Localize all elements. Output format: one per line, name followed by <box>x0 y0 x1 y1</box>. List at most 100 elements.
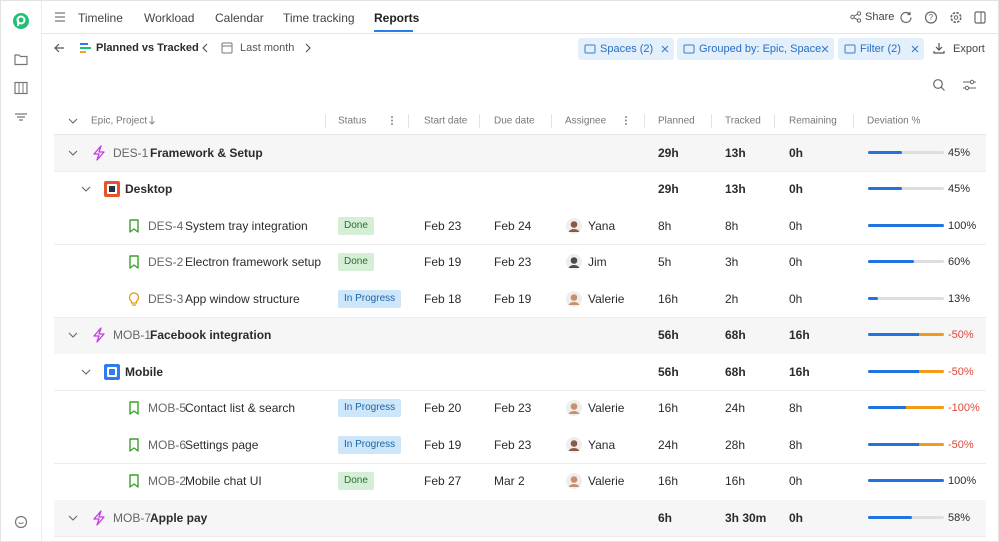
remaining: 0h <box>789 145 804 160</box>
column-separator <box>551 114 552 128</box>
chip-close[interactable] <box>660 44 670 54</box>
table-row[interactable] <box>54 500 986 537</box>
nav-tab[interactable]: Time tracking <box>283 11 355 25</box>
status-badge: In Progress <box>338 435 402 454</box>
nav-tab[interactable]: Timeline <box>78 11 123 25</box>
column-header[interactable]: Epic, Project <box>91 115 148 127</box>
board-icon[interactable] <box>14 81 28 95</box>
remaining: 0h <box>789 291 803 306</box>
column-header[interactable]: Deviation % <box>867 115 921 127</box>
due-date: Feb 23 <box>494 401 532 415</box>
column-header[interactable]: Start date <box>424 115 468 127</box>
status-badge: Done <box>338 253 374 271</box>
chip-close[interactable] <box>820 44 830 54</box>
tracked: 68h <box>725 364 746 379</box>
nav-tab[interactable]: Workload <box>144 11 195 25</box>
table-row[interactable] <box>54 208 986 245</box>
column-header[interactable]: Tracked <box>725 115 761 127</box>
column-menu[interactable] <box>390 115 394 126</box>
column-header[interactable]: Assignee <box>565 115 607 127</box>
start-date: Feb 27 <box>424 474 462 488</box>
table-row[interactable] <box>54 135 986 172</box>
column-header[interactable]: Due date <box>494 115 535 127</box>
start-date: Feb 19 <box>424 437 462 452</box>
chip-label: Spaces (2) <box>600 43 654 55</box>
task-id: MOB-2 <box>148 474 187 488</box>
deviation-track <box>868 150 944 154</box>
due-date: Mar 2 <box>494 474 525 488</box>
top-icons[interactable]: ? <box>900 11 986 24</box>
task-icon <box>129 437 139 452</box>
chip-close[interactable] <box>910 44 920 54</box>
deviation-overrun <box>918 442 944 446</box>
assignee: Valerie <box>588 401 625 415</box>
expand-all[interactable] <box>68 116 78 126</box>
divider <box>41 33 998 34</box>
filter-chip[interactable] <box>578 38 674 60</box>
task-id: MOB-6 <box>148 437 187 452</box>
expand-toggle[interactable] <box>68 330 78 340</box>
remaining: 0h <box>789 218 803 233</box>
tracked: 8h <box>725 218 739 233</box>
project-icon <box>104 363 120 380</box>
header-line <box>54 134 986 135</box>
assignee: Jim <box>588 255 607 269</box>
table-row[interactable] <box>54 354 986 391</box>
active-underline <box>374 30 413 32</box>
deviation-value: -50% <box>948 329 974 341</box>
assignee: Yana <box>588 437 616 452</box>
menu-icon[interactable] <box>54 11 66 23</box>
table-row[interactable] <box>54 171 986 209</box>
column-separator <box>408 114 409 128</box>
chip-label: Filter (2) <box>860 43 901 55</box>
epic-name: Facebook integration <box>150 328 272 342</box>
deviation-bar <box>868 333 919 336</box>
due-date: Feb 19 <box>494 291 532 306</box>
filter-chip[interactable] <box>838 38 924 60</box>
remaining: 8h <box>789 437 803 452</box>
task-icon <box>129 474 139 488</box>
avatar <box>566 400 582 416</box>
planned: 56h <box>658 364 679 379</box>
folder-icon[interactable] <box>14 52 28 66</box>
deviation-value: 60% <box>948 256 971 268</box>
planned: 24h <box>658 437 679 452</box>
tracked: 13h <box>725 182 746 196</box>
project-name: Desktop <box>125 182 173 196</box>
chip-icon <box>584 44 596 54</box>
column-header[interactable]: Status <box>338 115 367 127</box>
column-header[interactable]: Planned <box>658 115 695 127</box>
planned: 6h <box>658 510 673 525</box>
expand-toggle[interactable] <box>81 184 91 194</box>
export-icon[interactable] <box>933 42 945 54</box>
deviation-bar <box>868 296 878 300</box>
back-icon[interactable] <box>53 42 65 54</box>
period-nav[interactable] <box>201 42 316 54</box>
deviation-bar <box>868 442 919 446</box>
assignee: Yana <box>588 218 616 233</box>
deviation-value: 100% <box>948 219 977 232</box>
column-menu[interactable] <box>624 115 628 126</box>
table-row[interactable] <box>54 390 986 428</box>
expand-toggle[interactable] <box>68 148 78 158</box>
expand-toggle[interactable] <box>81 367 91 377</box>
assignee: Valerie <box>588 291 625 306</box>
task-name: Contact list & search <box>185 401 296 415</box>
nav-tab[interactable]: Reports <box>374 11 420 25</box>
deviation-overrun <box>906 406 944 409</box>
share-icon[interactable] <box>850 11 862 23</box>
remaining: 16h <box>789 328 810 342</box>
task-id: DES-3 <box>148 291 184 306</box>
planned: 29h <box>658 145 679 160</box>
period[interactable]: Last month <box>240 42 295 54</box>
nav-tab[interactable]: Calendar <box>215 11 264 25</box>
share-button[interactable]: Share <box>865 11 895 23</box>
deviation-value: 100% <box>948 475 977 487</box>
chat-icon[interactable] <box>14 515 28 529</box>
filter-icon[interactable] <box>14 110 28 124</box>
export-button[interactable]: Export <box>953 43 985 55</box>
expand-toggle[interactable] <box>68 513 78 523</box>
column-header[interactable]: Remaining <box>789 115 837 127</box>
filter-chip[interactable] <box>677 38 834 60</box>
table-tools[interactable] <box>932 78 978 92</box>
